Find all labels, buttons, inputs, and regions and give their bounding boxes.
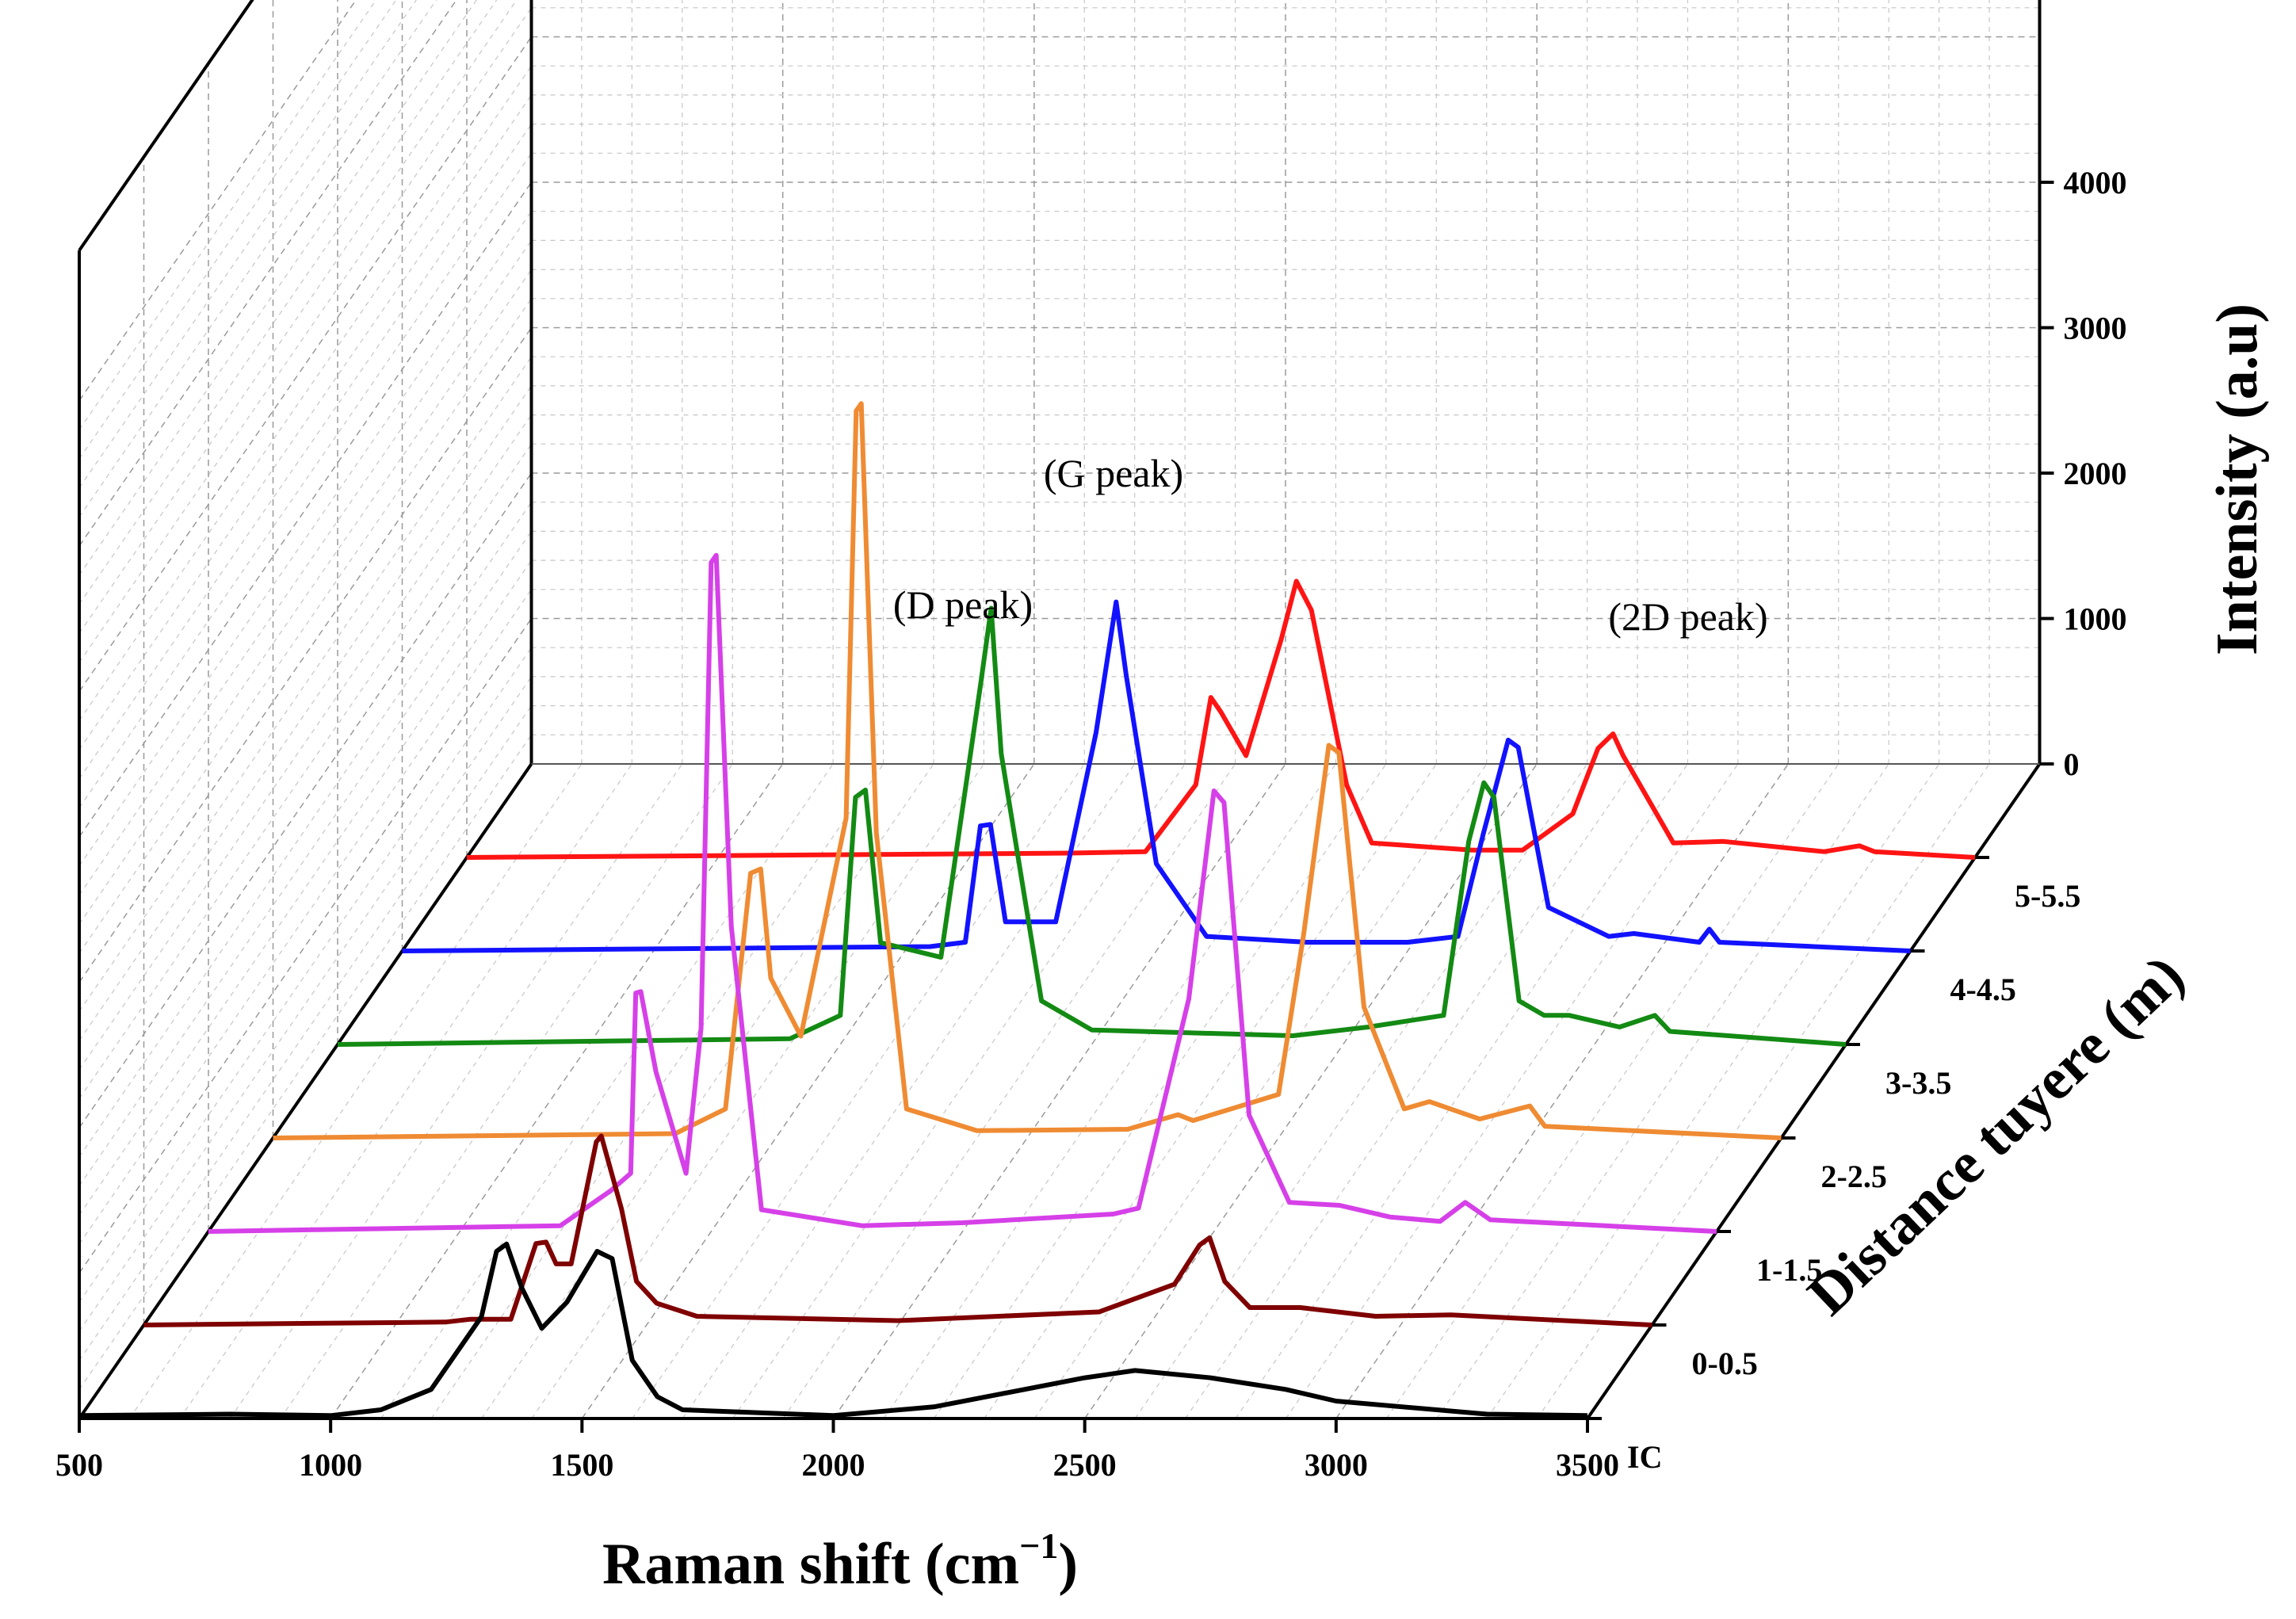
side-wall-grid-line [78, 269, 532, 925]
floor-grid-line [1084, 763, 1538, 1419]
series-line-5-5.5 [466, 578, 1976, 860]
side-wall-grid-line [78, 65, 532, 721]
side-wall-grid-line [78, 0, 518, 634]
side-wall-grid-line [78, 676, 532, 1332]
side-wall-grid-line [78, 443, 532, 1099]
side-wall-grid-line [78, 327, 533, 983]
side-wall-grid-line [78, 152, 532, 808]
side-wall-grid-line [78, 356, 532, 1012]
side-wall-grid-line [78, 559, 532, 1216]
chart-frame [78, 0, 2042, 1420]
side-wall-grid-line [78, 705, 532, 1361]
z-tick-label: 1000 [2064, 601, 2127, 637]
side-wall-grid-line [78, 502, 532, 1158]
chart-series-group [78, 401, 1976, 1419]
series-line-0-0.5 [143, 1133, 1652, 1327]
z-axis-title: Intensity (a.u) [2205, 304, 2270, 655]
z-tick-label: 4000 [2064, 165, 2127, 200]
series-line-IC [78, 1241, 1588, 1419]
side-wall-grid-line [78, 0, 357, 401]
x-axis-title: Raman shift (cm−1) [602, 1525, 1078, 1597]
x-tick-label: 1000 [299, 1447, 362, 1483]
side-wall-grid-line [78, 0, 457, 547]
side-wall-grid-line [78, 0, 417, 488]
side-wall-grid-line [78, 94, 532, 750]
y-tick-label: 2-2.5 [1821, 1159, 1887, 1194]
side-wall-grid-line [78, 181, 533, 838]
x-tick-label: 3500 [1556, 1447, 1619, 1483]
z-tick-label: 2000 [2064, 456, 2127, 491]
top-side-edge [78, 0, 254, 252]
x-tick-label: 500 [55, 1447, 103, 1483]
annotation-g-peak: (G peak) [1044, 451, 1183, 495]
side-wall-grid-line [78, 0, 397, 460]
side-wall-grid-line [78, 531, 532, 1186]
series-line-2-2.5 [273, 401, 1782, 1140]
floor-grid-line [1033, 763, 1488, 1419]
y-tick-label: 5-5.5 [2015, 878, 2080, 914]
floor-grid-line [1235, 763, 1688, 1419]
floor-grid-line [128, 763, 583, 1419]
x-tick-label: 2000 [802, 1447, 865, 1483]
z-tick-label: 0 [2064, 746, 2080, 782]
floor-grid-line [1285, 763, 1739, 1419]
y-tick-label: 3-3.5 [1885, 1065, 1951, 1101]
annotation-2d-peak: (2D peak) [1608, 594, 1767, 639]
side-wall-grid-line [78, 298, 532, 954]
x-tick-label: 3000 [1305, 1447, 1368, 1483]
y-tick-label: IC [1627, 1439, 1662, 1475]
floor-grid-line [1436, 763, 1889, 1419]
side-wall-grid-line [78, 647, 532, 1303]
chart-ticks: 500 1000 1500 2000 2500 3000 3500 0 1000 2000 3000… [55, 165, 2127, 1483]
chart-grid [78, 0, 2041, 1419]
side-wall-grid-line [78, 36, 533, 692]
series-line-3-3.5 [337, 605, 1847, 1047]
side-wall-grid-line [78, 124, 532, 779]
floor-grid-line [1385, 763, 1839, 1419]
side-wall-grid-line [78, 472, 533, 1128]
x-tick-label: 1500 [550, 1447, 613, 1483]
side-wall-grid-line [78, 0, 377, 430]
y-axis-line [1586, 762, 2042, 1420]
side-wall-grid-line [78, 240, 532, 895]
side-wall-grid-line [78, 618, 533, 1273]
side-wall-grid-line [78, 589, 532, 1245]
side-wall-grid-line [78, 414, 532, 1070]
y-tick-label: 0-0.5 [1692, 1346, 1758, 1381]
side-wall-grid-line [78, 734, 532, 1390]
side-wall-grid-line [78, 385, 532, 1041]
left-depth-edge [78, 762, 533, 1420]
annotation-d-peak: (D peak) [893, 582, 1033, 627]
series-line-4-4.5 [402, 599, 1911, 953]
series-line-1-1.5 [208, 552, 1717, 1234]
side-wall-grid-line [78, 7, 532, 663]
y-tick-label: 1-1.5 [1756, 1252, 1822, 1288]
side-wall-grid-line [78, 0, 477, 576]
floor-grid-line [984, 763, 1437, 1419]
side-wall-grid-line [78, 211, 532, 867]
floor-grid-line [933, 763, 1387, 1419]
y-tick-label: 4-4.5 [1950, 972, 2016, 1007]
x-tick-label: 2500 [1053, 1447, 1117, 1483]
z-tick-label: 3000 [2064, 311, 2127, 346]
